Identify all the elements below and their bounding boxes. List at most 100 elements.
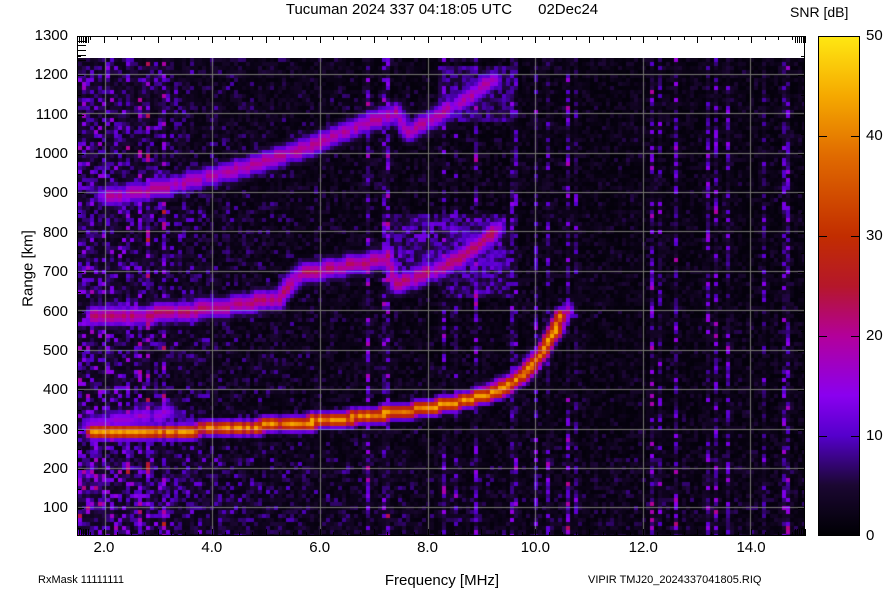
axis-tick [801, 529, 802, 536]
axis-tick [495, 532, 496, 536]
axis-tick [801, 253, 805, 254]
axis-tick [684, 36, 685, 40]
axis-tick [589, 529, 590, 536]
axis-tick [778, 36, 779, 40]
axis-tick [77, 56, 81, 57]
axis-tick [630, 36, 631, 40]
axis-tick [104, 529, 105, 536]
axis-tick [798, 115, 805, 116]
axis-tick [239, 532, 240, 536]
axis-tick [266, 529, 267, 536]
axis-tick [798, 390, 805, 391]
axis-tick [239, 36, 240, 40]
colorbar-tick [818, 136, 827, 137]
axis-tick [589, 36, 590, 43]
axis-tick [805, 36, 806, 43]
axis-tick [252, 532, 253, 536]
axis-tick [77, 134, 81, 135]
axis-tick [171, 36, 172, 40]
x-axis-label: Frequency [MHz] [384, 572, 500, 589]
axis-tick [801, 449, 805, 450]
axis-tick [778, 532, 779, 536]
axis-tick [803, 36, 804, 43]
axis-tick [320, 36, 321, 43]
page-title: Tucuman 2024 337 04:18:05 UTC 02Dec24 [0, 1, 884, 18]
colorbar-tick [851, 436, 860, 437]
axis-tick [801, 331, 805, 332]
axis-tick [79, 529, 80, 536]
axis-tick [77, 253, 81, 254]
axis-tick [77, 410, 81, 411]
axis-tick [801, 292, 805, 293]
axis-tick [225, 532, 226, 536]
axis-tick [387, 36, 388, 40]
axis-tick [724, 36, 725, 40]
axis-tick [306, 532, 307, 536]
x-tick-label: 2.0 [93, 539, 115, 556]
axis-tick [799, 36, 800, 43]
axis-tick [481, 529, 482, 536]
axis-tick [77, 45, 86, 46]
axis-tick [77, 36, 78, 43]
axis-tick [77, 489, 81, 490]
axis-tick [117, 532, 118, 536]
axis-tick [77, 529, 78, 536]
colorbar-tick [818, 236, 827, 237]
axis-tick [576, 532, 577, 536]
axis-tick [657, 36, 658, 40]
axis-tick [333, 532, 334, 536]
axis-tick [765, 532, 766, 536]
axis-tick [797, 36, 798, 43]
axis-tick [158, 36, 159, 43]
colorbar-tick [851, 136, 860, 137]
axis-tick [185, 532, 186, 536]
axis-tick [798, 312, 805, 313]
title-main: Tucuman 2024 337 04:18:05 UTC [285, 1, 513, 18]
axis-tick [85, 529, 86, 536]
colorbar-tick-label: 10 [866, 427, 883, 444]
axis-tick [77, 292, 81, 293]
axis-tick [562, 532, 563, 536]
axis-tick [711, 36, 712, 40]
axis-tick [77, 115, 84, 116]
axis-tick [77, 351, 84, 352]
axis-tick [522, 36, 523, 40]
axis-tick [765, 36, 766, 40]
axis-tick [670, 36, 671, 40]
axis-tick [117, 36, 118, 40]
y-tick-label: 1000 [34, 145, 68, 163]
axis-tick [77, 174, 81, 175]
axis-tick [212, 36, 213, 43]
axis-tick [320, 529, 321, 536]
axis-tick [401, 532, 402, 536]
axis-tick [798, 430, 805, 431]
colorbar-tick-label: 20 [866, 327, 883, 344]
axis-tick [670, 532, 671, 536]
colorbar-tick [818, 436, 827, 437]
axis-tick [535, 529, 536, 536]
axis-tick [77, 41, 86, 42]
y-tick-label: 900 [42, 184, 68, 202]
axis-tick [198, 36, 199, 40]
axis-tick [79, 36, 80, 43]
axis-tick [697, 36, 698, 43]
axis-tick [83, 529, 84, 536]
colorbar-gradient [819, 37, 859, 535]
axis-tick [495, 36, 496, 40]
axis-tick [198, 532, 199, 536]
axis-tick [77, 95, 81, 96]
axis-tick [603, 532, 604, 536]
axis-tick [266, 36, 267, 43]
axis-tick [77, 75, 84, 76]
axis-tick [711, 532, 712, 536]
axis-tick [798, 508, 805, 509]
axis-tick [603, 36, 604, 40]
axis-tick [414, 532, 415, 536]
axis-tick [77, 55, 86, 56]
axis-tick [85, 36, 86, 43]
axis-tick [77, 193, 84, 194]
colorbar-tick [851, 236, 860, 237]
axis-tick [77, 430, 84, 431]
axis-tick [801, 489, 805, 490]
axis-tick [401, 36, 402, 40]
